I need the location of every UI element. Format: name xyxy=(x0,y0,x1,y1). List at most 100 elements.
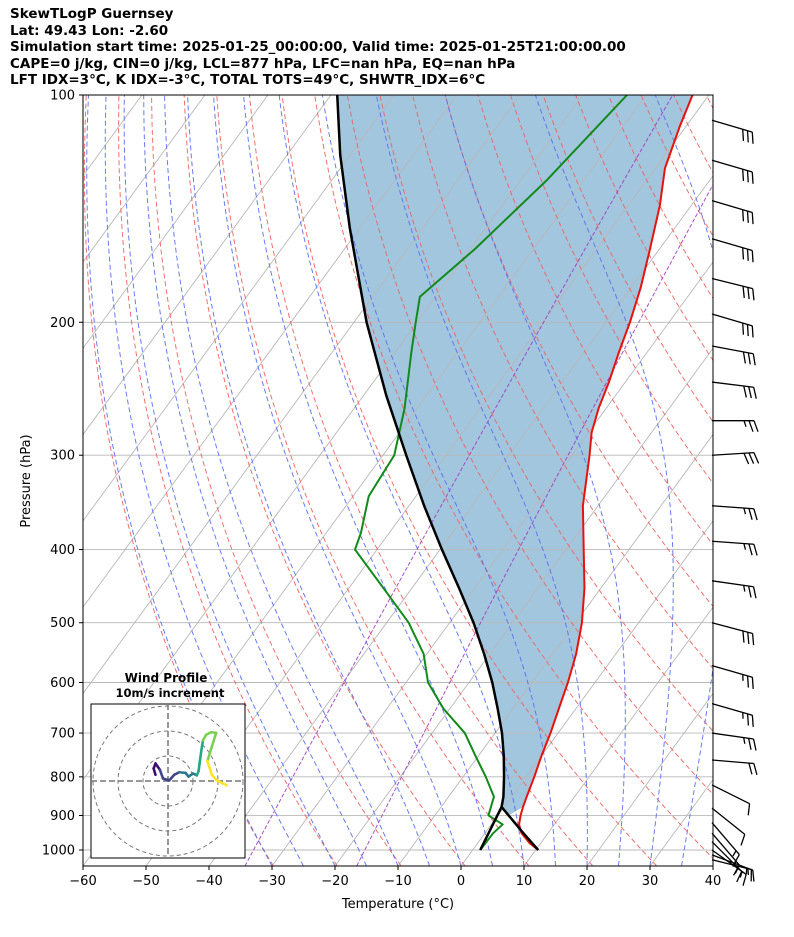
background-lines xyxy=(0,95,794,866)
barb-flag xyxy=(747,738,752,750)
profile-lines xyxy=(335,95,694,851)
barb-flag xyxy=(751,325,754,338)
barb-flag xyxy=(746,675,750,688)
barb-staff xyxy=(711,540,754,545)
wind-barb xyxy=(711,451,760,465)
isotherm-line xyxy=(334,347,713,866)
barb-flag xyxy=(736,871,743,883)
inset-title: Wind Profile xyxy=(125,671,208,685)
wind-barb xyxy=(711,732,757,751)
y-tick-label: 600 xyxy=(50,676,75,691)
moist-adiabat-line xyxy=(243,95,493,866)
parcel-line xyxy=(335,95,540,851)
barb-flag xyxy=(740,834,746,846)
moist-adiabat-line xyxy=(321,95,556,866)
barb-half-flag xyxy=(743,507,747,515)
dry-adiabat-line xyxy=(477,95,713,546)
barb-half-flag xyxy=(732,850,737,857)
y-tick-label: 900 xyxy=(50,809,75,824)
dry-adiabat-line xyxy=(314,95,713,860)
barb-flag xyxy=(746,249,749,261)
barb-flag xyxy=(746,211,749,223)
moist-adiabat-line xyxy=(278,95,525,866)
y-tick-label: 500 xyxy=(50,616,75,631)
barb-flag xyxy=(742,169,745,181)
isotherm-line xyxy=(83,95,458,608)
y-tick-label: 1000 xyxy=(42,844,75,859)
barb-staff xyxy=(711,759,754,765)
barb-flag xyxy=(753,544,758,556)
moist-adiabat-line xyxy=(187,95,430,866)
barb-half-flag xyxy=(743,543,747,550)
moist-adiabat-line xyxy=(164,95,399,866)
moist-adiabat-line xyxy=(444,95,626,866)
barb-flag xyxy=(751,212,754,225)
isotherm-line xyxy=(208,174,713,866)
isotherm-line xyxy=(0,95,79,866)
barb-flag xyxy=(752,869,755,882)
hodograph-segment xyxy=(215,779,229,787)
barb-staff xyxy=(711,345,754,355)
barb-flag xyxy=(752,738,757,751)
dry-adiabat-line xyxy=(281,95,658,866)
barb-staff xyxy=(711,277,753,290)
wind-barb xyxy=(711,580,757,599)
barb-flag xyxy=(751,132,754,144)
x-tick-label: −50 xyxy=(132,874,159,889)
barb-flag xyxy=(742,351,746,364)
x-tick-label: 0 xyxy=(457,874,465,889)
wind-barb xyxy=(711,313,754,338)
barb-flag xyxy=(751,633,755,646)
barb-staff xyxy=(711,832,740,866)
barb-staff xyxy=(711,703,753,716)
x-tick-label: −20 xyxy=(321,874,348,889)
indices-line: LFT IDX=3°C, K IDX=-3°C, TOTAL TOTS=49°C… xyxy=(10,72,486,88)
wind-barb xyxy=(711,807,746,846)
barb-staff xyxy=(711,732,754,740)
wind-barb xyxy=(711,345,756,366)
moist-adiabat-line xyxy=(104,95,304,866)
wind-barb xyxy=(711,759,758,775)
dry-adiabat-line xyxy=(772,95,794,866)
dry-adiabat-line xyxy=(248,95,594,866)
barb-flag xyxy=(747,585,752,598)
wind-barb xyxy=(711,119,754,144)
barb-flag xyxy=(746,130,749,143)
barb-staff xyxy=(711,238,753,252)
wind-barb xyxy=(711,199,754,225)
barb-staff xyxy=(711,665,753,678)
barb-flag xyxy=(742,129,745,141)
time-line: Simulation start time: 2025-01-25_00:00:… xyxy=(10,39,626,55)
wind-profile-inset: Wind Profile 10m/s increment xyxy=(90,671,246,859)
x-tick-label: −10 xyxy=(384,874,411,889)
mixing-ratio-line xyxy=(244,95,674,866)
hodograph-segment xyxy=(206,759,214,777)
barb-flag xyxy=(753,387,757,399)
dry-adiabat-line xyxy=(705,95,713,110)
temperature-line xyxy=(518,95,694,851)
barb-flag xyxy=(753,763,758,775)
wind-barb xyxy=(711,505,758,521)
y-tick-label: 300 xyxy=(50,449,75,464)
barb-flag xyxy=(753,508,758,521)
x-tick-label: 40 xyxy=(705,874,722,889)
wind-barb xyxy=(711,703,754,727)
dry-adiabat-line xyxy=(151,95,402,866)
isotherm-line xyxy=(586,692,713,866)
y-tick-label: 200 xyxy=(50,316,75,331)
y-tick-label: 400 xyxy=(50,543,75,558)
isotherm-line xyxy=(83,95,332,436)
barb-flag xyxy=(748,452,755,464)
dry-adiabat-line xyxy=(412,95,713,670)
isotherm-line xyxy=(83,95,395,522)
wind-barb xyxy=(711,622,755,646)
barb-flag xyxy=(743,452,750,465)
y-axis-ticks: 100 200 300 400 500 600 700 800 900 1000 xyxy=(42,89,83,859)
barb-flag xyxy=(747,803,751,816)
barb-flag xyxy=(746,170,749,183)
barb-staff xyxy=(711,313,753,327)
barb-staff xyxy=(711,807,746,835)
dry-adiabat-line xyxy=(216,95,530,866)
barb-flag xyxy=(751,715,754,727)
barb-staff xyxy=(711,199,753,214)
